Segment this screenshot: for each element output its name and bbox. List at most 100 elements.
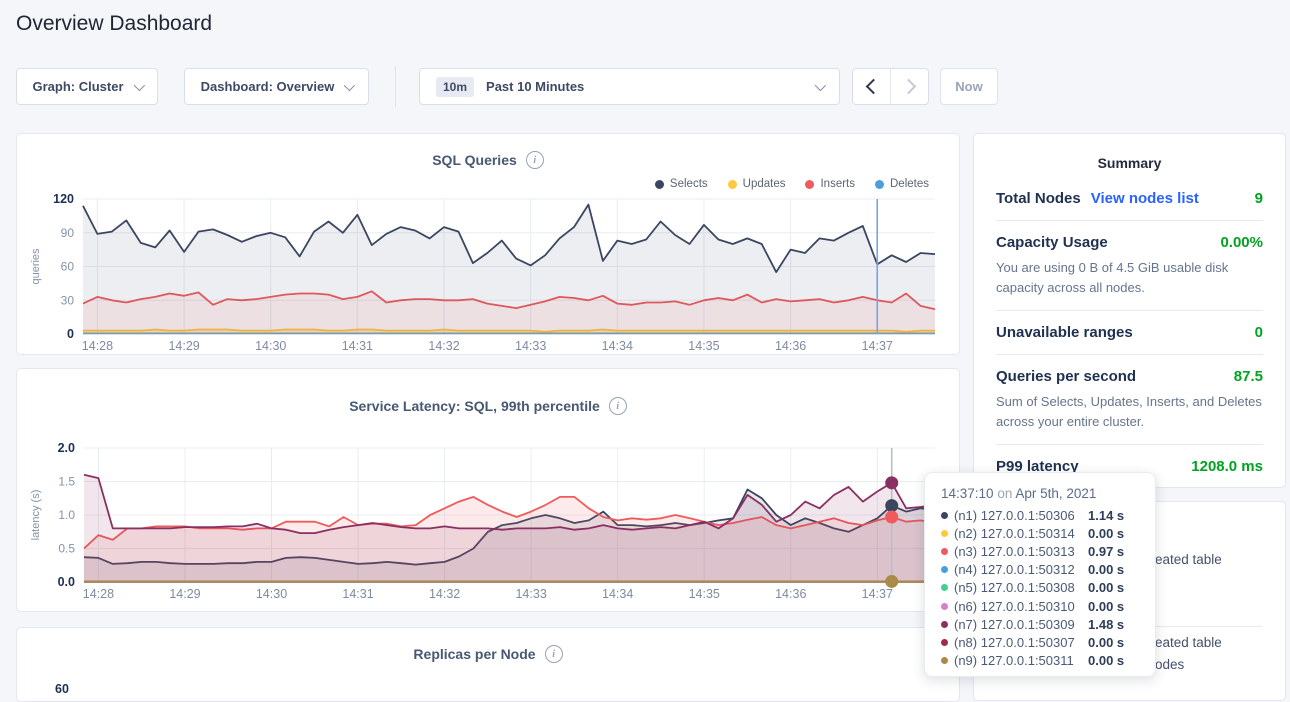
tooltip-row: (n4) 127.0.0.1:50312 0.00 s [941, 561, 1139, 579]
view-nodes-list-link[interactable]: View nodes list [1090, 190, 1199, 207]
service-latency-chart[interactable]: 0.0 0.5 1.0 1.5 2.0 14:28 14:29 14:30 14:31 14:32… [17, 369, 961, 613]
legend-item: Deletes [875, 178, 929, 190]
tooltip-row: (n7) 127.0.0.1:50309 1.48 s [941, 615, 1139, 633]
toolbar-divider [395, 66, 396, 107]
event-item-fragment[interactable]: eated table [1155, 635, 1222, 650]
node-dot-icon [941, 547, 948, 555]
node-dot-icon [941, 657, 948, 665]
summary-row: P99 latency 1208.0 ms [996, 444, 1263, 488]
node-dot-icon [941, 511, 948, 519]
svg-text:14:37: 14:37 [862, 339, 893, 353]
summary-value: 87.5 [1233, 368, 1263, 385]
graph-dropdown-label: Graph: Cluster [32, 79, 124, 94]
svg-text:90: 90 [61, 226, 75, 240]
svg-text:14:28: 14:28 [82, 339, 113, 353]
summary-panel: Summary Total Nodes View nodes list 9 Capac… [973, 133, 1286, 488]
chevron-down-icon [133, 79, 145, 91]
now-button[interactable]: Now [940, 68, 998, 105]
time-range-badge: 10m [436, 76, 475, 97]
summary-label: Capacity Usage [996, 234, 1108, 251]
legend-item: Selects [654, 178, 708, 190]
summary-label: Total Nodes [996, 190, 1081, 207]
tooltip-row: (n9) 127.0.0.1:50311 0.00 s [941, 652, 1139, 670]
sql-queries-title: SQL Queries i [17, 134, 959, 169]
replicas-per-node-panel: Replicas per Node i [16, 627, 960, 702]
summary-value: 0.00% [1220, 234, 1263, 251]
svg-text:14:29: 14:29 [168, 339, 199, 353]
chevron-down-icon [344, 79, 356, 91]
summary-label: P99 latency [996, 458, 1079, 475]
summary-row: Capacity Usage 0.00% You are using 0 B of … [996, 220, 1263, 310]
svg-text:14:32: 14:32 [428, 339, 459, 353]
node-dot-icon [941, 584, 948, 592]
summary-label: Queries per second [996, 368, 1137, 385]
info-icon[interactable]: i [525, 151, 544, 169]
info-icon[interactable]: i [544, 645, 563, 663]
svg-text:14:34: 14:34 [602, 587, 633, 601]
svg-text:14:31: 14:31 [342, 587, 373, 601]
legend-dot-icon [805, 179, 815, 189]
service-latency-panel: Service Latency: SQL, 99th percentile i … [16, 368, 960, 612]
summary-description: You are using 0 B of 4.5 GiB usable disk… [996, 260, 1229, 295]
legend-item: Inserts [805, 178, 855, 190]
svg-text:queries: queries [30, 248, 42, 285]
summary-value: 0 [1254, 324, 1263, 341]
svg-text:14:37: 14:37 [862, 587, 893, 601]
summary-row: Queries per second 87.5 Sum of Selects, Up… [996, 354, 1263, 444]
svg-text:latency (s): latency (s) [30, 490, 42, 541]
svg-text:14:30: 14:30 [255, 339, 286, 353]
tooltip-row: (n8) 127.0.0.1:50307 0.00 s [941, 633, 1139, 651]
svg-text:120: 120 [53, 192, 74, 206]
svg-text:1.0: 1.0 [58, 508, 75, 522]
svg-text:0.0: 0.0 [58, 575, 75, 589]
next-interval-button[interactable] [890, 69, 928, 104]
sql-legend: Selects Updates Inserts Deletes [654, 178, 929, 190]
node-dot-icon [941, 566, 948, 574]
tooltip-row: (n1) 127.0.0.1:50306 1.14 s [941, 506, 1139, 524]
svg-text:14:33: 14:33 [515, 339, 546, 353]
tooltip-row: (n6) 127.0.0.1:50310 0.00 s [941, 597, 1139, 615]
sql-queries-chart[interactable]: 0 30 60 90 120 14:28 14:29 14:30 14:31 14:32 14:33… [17, 134, 961, 356]
svg-text:2.0: 2.0 [58, 441, 75, 455]
svg-text:14:33: 14:33 [515, 587, 546, 601]
dashboard-dropdown-label: Dashboard: Overview [200, 79, 335, 94]
svg-text:14:36: 14:36 [775, 339, 806, 353]
legend-dot-icon [654, 179, 664, 189]
svg-text:14:35: 14:35 [688, 339, 719, 353]
time-range-dropdown[interactable]: 10m Past 10 Minutes [419, 68, 840, 105]
svg-text:14:28: 14:28 [83, 587, 114, 601]
summary-description: Sum of Selects, Updates, Inserts, and De… [996, 394, 1262, 429]
dashboard-dropdown[interactable]: Dashboard: Overview [184, 68, 369, 105]
svg-text:14:31: 14:31 [342, 339, 373, 353]
summary-label: Unavailable ranges [996, 324, 1133, 341]
info-icon[interactable]: i [608, 397, 627, 415]
node-dot-icon [941, 529, 948, 537]
service-latency-title: Service Latency: SQL, 99th percentile i [17, 369, 959, 415]
replicas-per-node-title: Replicas per Node i [17, 628, 959, 663]
event-item-fragment[interactable]: odes [1155, 657, 1185, 672]
svg-text:14:32: 14:32 [429, 587, 460, 601]
node-dot-icon [941, 602, 948, 610]
chevron-down-icon [814, 79, 827, 91]
now-button-label: Now [955, 79, 983, 94]
summary-row: Unavailable ranges 0 [996, 310, 1263, 354]
chevron-right-icon [900, 78, 916, 95]
replicas-ytick-fragment: 60 [55, 682, 69, 696]
prev-interval-button[interactable] [853, 69, 890, 104]
legend-item: Updates [727, 178, 785, 190]
svg-text:0: 0 [67, 327, 74, 341]
svg-text:14:29: 14:29 [169, 587, 200, 601]
tooltip-timestamp: 14:37:10 on Apr 5th, 2021 [941, 486, 1097, 501]
svg-text:14:30: 14:30 [256, 587, 287, 601]
summary-rows: Total Nodes View nodes list 9 Capacity Usag… [974, 177, 1285, 488]
tooltip-row: (n2) 127.0.0.1:50314 0.00 s [941, 524, 1139, 542]
summary-title: Summary [1097, 155, 1162, 171]
chevron-left-icon [865, 78, 881, 95]
chart-hover-tooltip: 14:37:10 on Apr 5th, 2021 (n1) 127.0.0.1… [924, 472, 1156, 677]
svg-text:60: 60 [61, 260, 75, 274]
node-dot-icon [941, 620, 948, 628]
tooltip-rows: (n1) 127.0.0.1:50306 1.14 s (n2) 127.0.0.1… [941, 506, 1139, 670]
event-item-fragment[interactable]: eated table [1155, 552, 1222, 567]
graph-dropdown[interactable]: Graph: Cluster [16, 68, 158, 105]
node-dot-icon [941, 638, 948, 646]
